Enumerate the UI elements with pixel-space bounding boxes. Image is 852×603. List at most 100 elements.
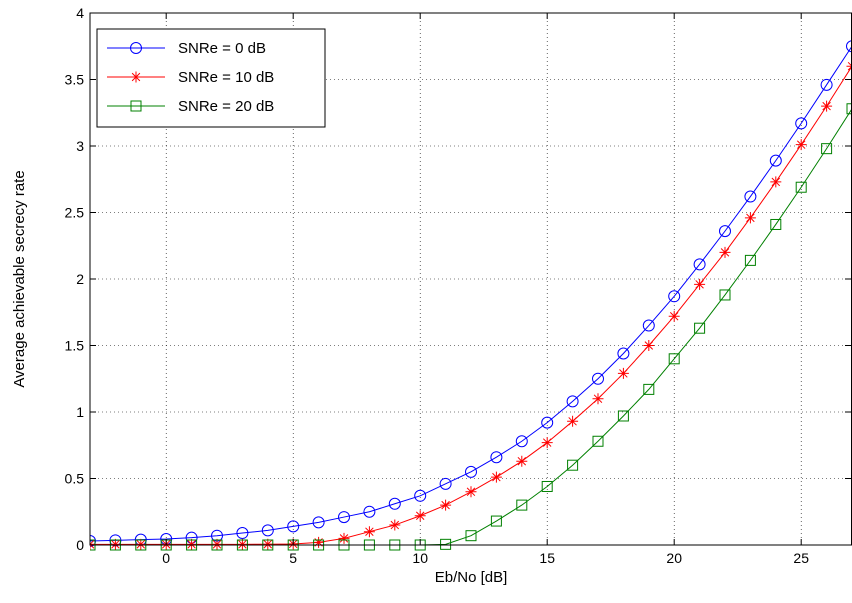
y-tick-label: 4: [76, 5, 84, 21]
data-point: [414, 489, 427, 502]
data-point: [617, 347, 630, 360]
y-tick-label: 3: [76, 138, 84, 154]
data-point: [363, 505, 376, 518]
data-point: [490, 451, 503, 464]
data-point: [719, 289, 731, 301]
data-point: [567, 459, 579, 471]
data-point: [186, 538, 198, 550]
legend-item: SNRe = 20 dB: [107, 98, 274, 115]
data-point: [465, 530, 477, 542]
data-point: [795, 181, 807, 193]
data-point: [262, 538, 274, 550]
data-point: [515, 435, 528, 448]
data-point: [261, 524, 274, 537]
legend: SNRe = 0 dB SNRe = 10 dB SNRe = 20 dB: [96, 28, 326, 128]
data-point: [668, 290, 681, 303]
x-tick-label: 0: [162, 550, 170, 566]
y-tick-label: 2.5: [65, 205, 85, 221]
data-point: [592, 435, 604, 447]
data-point: [770, 218, 782, 230]
data-point: [236, 527, 249, 540]
data-point: [440, 499, 452, 511]
data-point: [744, 190, 757, 203]
data-point: [130, 100, 142, 112]
data-point: [744, 254, 756, 266]
data-point: [592, 372, 604, 385]
y-tick-label: 1: [76, 404, 84, 420]
data-point: [617, 367, 629, 379]
data-point: [770, 176, 782, 188]
y-tick-label: 3.5: [65, 72, 85, 88]
data-point: [642, 319, 655, 332]
data-point: [490, 471, 502, 483]
data-point: [465, 465, 477, 478]
series-line: [90, 65, 852, 545]
data-point: [719, 246, 731, 258]
data-point: [719, 225, 731, 238]
data-point: [440, 538, 452, 550]
data-point: [693, 258, 706, 271]
data-point: [668, 353, 680, 365]
data-point: [338, 511, 350, 524]
y-tick-label: 1.5: [65, 338, 85, 354]
y-tick-label: 0: [76, 537, 84, 553]
data-point: [643, 340, 655, 351]
data-point: [846, 40, 852, 53]
data-point: [287, 520, 300, 533]
legend-item: SNRe = 0 dB: [107, 40, 266, 57]
x-tick-label: 25: [793, 550, 809, 566]
data-point: [363, 526, 375, 538]
data-point: [694, 278, 706, 290]
axis-ticks: [90, 12, 851, 546]
data-point: [439, 477, 452, 490]
legend-label: SNRe = 20 dB: [178, 98, 274, 115]
data-point: [541, 416, 554, 429]
data-point: [490, 515, 502, 527]
data-point: [516, 455, 528, 467]
data-point: [668, 310, 680, 322]
data-point: [312, 516, 325, 529]
data-point: [465, 486, 477, 498]
data-point: [211, 538, 223, 550]
legend-item: SNRe = 10 dB: [107, 69, 274, 86]
x-tick-label: 20: [666, 550, 682, 566]
x-tick-label: 5: [289, 550, 297, 566]
data-point: [388, 497, 401, 510]
data-point: [592, 393, 604, 405]
data-point: [313, 536, 325, 548]
legend-label: SNRe = 10 dB: [178, 69, 274, 86]
data-point: [821, 143, 833, 155]
y-tick-label: 0.5: [65, 471, 85, 487]
x-tick-labels: 0 5 10 15 20 25: [162, 550, 809, 566]
data-point: [389, 519, 401, 531]
data-point: [744, 212, 756, 224]
data-point: [769, 154, 782, 167]
data-point: [821, 100, 833, 112]
data-point: [130, 42, 142, 54]
y-axis-title: Average achievable secrecy rate: [11, 170, 28, 387]
x-tick-label: 10: [412, 550, 428, 566]
data-point: [795, 117, 808, 130]
y-tick-label: 2: [76, 271, 84, 287]
data-point: [566, 395, 579, 408]
legend-label: SNRe = 0 dB: [178, 40, 266, 57]
data-point: [541, 437, 553, 449]
series-line: [90, 108, 852, 546]
data-point: [541, 480, 553, 492]
series-line: [90, 45, 852, 542]
x-tick-label: 15: [539, 550, 555, 566]
series-1: [90, 40, 852, 548]
data-point: [109, 538, 121, 550]
data-point: [135, 538, 147, 550]
data-point: [694, 322, 706, 334]
data-point: [820, 78, 833, 91]
data-point: [567, 415, 579, 427]
series-2: [90, 60, 852, 550]
y-tick-labels: 0 0.5 1 1.5 2 2.5 3 3.5 4: [65, 5, 85, 553]
x-axis-title: Eb/No [dB]: [435, 569, 508, 586]
data-point: [236, 538, 248, 550]
data-point: [516, 499, 528, 511]
data-point: [643, 383, 655, 395]
data-point: [795, 139, 807, 151]
